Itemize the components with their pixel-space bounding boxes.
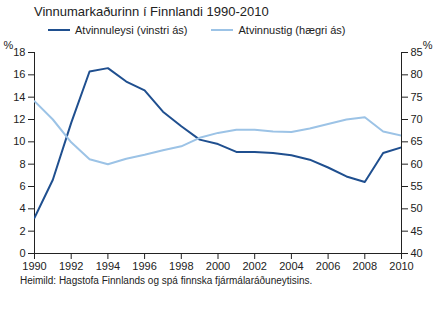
svg-text:40: 40 [411, 247, 423, 259]
svg-text:18: 18 [13, 46, 25, 58]
html-text:Atvinnuleysi (vinstri ás): Atvinnuleysi (vinstri ás) [75, 24, 188, 36]
svg-text:8: 8 [19, 158, 25, 170]
svg-text:2000: 2000 [206, 260, 230, 272]
svg-text:16: 16 [13, 68, 25, 80]
svg-text:2004: 2004 [279, 260, 303, 272]
svg-text:70: 70 [411, 113, 423, 125]
svg-text:45: 45 [411, 225, 423, 237]
svg-text:2006: 2006 [316, 260, 340, 272]
svg-text:80: 80 [411, 68, 423, 80]
svg-text:10: 10 [13, 135, 25, 147]
svg-text:1994: 1994 [96, 260, 120, 272]
svg-text:14: 14 [13, 91, 25, 103]
svg-text:%: % [423, 39, 433, 51]
svg-text:2010: 2010 [389, 260, 413, 272]
svg-text:2002: 2002 [242, 260, 266, 272]
html-text:Vinnumarkaðurinn í Finnlandi 1: Vinnumarkaðurinn í Finnlandi 1990-2010 [34, 4, 269, 19]
svg-text:12: 12 [13, 113, 25, 125]
svg-text:1992: 1992 [59, 260, 83, 272]
svg-text:0: 0 [19, 247, 25, 259]
svg-text:65: 65 [411, 135, 423, 147]
svg-text:4: 4 [19, 202, 25, 214]
svg-text:1998: 1998 [169, 260, 193, 272]
svg-text:6: 6 [19, 180, 25, 192]
svg-text:50: 50 [411, 202, 423, 214]
svg-text:2: 2 [19, 225, 25, 237]
svg-text:%: % [4, 39, 14, 51]
html-text:Heimild: Hagstofa Finnlands og: Heimild: Hagstofa Finnlands og spá finns… [20, 275, 313, 286]
svg-text:85: 85 [411, 46, 423, 58]
svg-text:55: 55 [411, 180, 423, 192]
html-text:Atvinnustig (hægri ás): Atvinnustig (hægri ás) [238, 24, 346, 36]
svg-text:2008: 2008 [353, 260, 377, 272]
svg-text:60: 60 [411, 158, 423, 170]
svg-text:75: 75 [411, 91, 423, 103]
svg-text:1996: 1996 [132, 260, 156, 272]
svg-text:1990: 1990 [22, 260, 46, 272]
